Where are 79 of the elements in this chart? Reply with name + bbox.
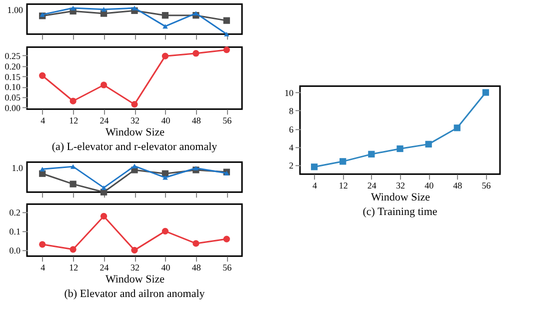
point — [132, 164, 138, 168]
y-tick-label: 0.0 — [9, 246, 21, 256]
point — [396, 145, 404, 152]
point — [131, 246, 138, 254]
y-tick-label: 0.20 — [4, 61, 21, 72]
x-axis-title: Window Size — [105, 274, 165, 286]
y-tick-label: 0.2 — [9, 207, 20, 218]
point — [162, 228, 169, 234]
point — [70, 6, 76, 10]
x-tick-label: 4 — [40, 116, 46, 126]
point — [193, 166, 199, 170]
point — [70, 98, 76, 104]
point — [132, 6, 138, 10]
point — [310, 164, 318, 170]
point — [223, 46, 230, 54]
y-tick-label: 4 — [289, 142, 294, 152]
x-tick-label: 24 — [100, 262, 110, 273]
y-tick-label: 0.25 — [4, 50, 21, 61]
y-tick-label: 0.05 — [4, 92, 21, 103]
y-tick-label: 0.1 — [9, 226, 20, 236]
x-tick-label: 32 — [130, 116, 140, 126]
x-tick-label: 24 — [367, 180, 377, 191]
point — [40, 12, 46, 17]
x-tick-label: 48 — [192, 116, 202, 126]
y-tick-label: 0.10 — [4, 82, 21, 92]
point — [39, 241, 46, 248]
point — [39, 72, 46, 79]
point — [454, 124, 460, 132]
x-tick-label: 12 — [69, 262, 78, 273]
point — [162, 52, 169, 60]
y-tick-label: 6 — [289, 124, 294, 134]
x-tick-label: 32 — [396, 180, 405, 191]
point — [425, 140, 432, 148]
x-tick-label: 4 — [40, 262, 46, 273]
point — [340, 158, 346, 165]
x-tick-label: 48 — [192, 262, 202, 273]
x-tick-label: 32 — [130, 262, 140, 273]
point — [70, 164, 76, 169]
point — [162, 12, 169, 19]
point — [101, 7, 106, 12]
x-tick-label: 40 — [161, 116, 171, 126]
point — [70, 246, 76, 253]
point — [224, 32, 230, 36]
x-tick-label: 56 — [222, 116, 232, 126]
point — [162, 175, 168, 180]
y-tick-label: 0.15 — [4, 72, 21, 82]
point — [40, 166, 46, 172]
y-tick-label: 0.00 — [4, 102, 21, 113]
x-tick-label: 12 — [338, 180, 348, 191]
point — [131, 101, 138, 108]
point — [223, 17, 230, 24]
point — [482, 89, 490, 96]
y-tick-label: 8 — [289, 106, 294, 116]
point — [101, 185, 106, 190]
text: 1.0 — [12, 163, 24, 174]
point — [192, 240, 200, 247]
point — [100, 82, 108, 88]
y-tick-label: 10 — [284, 88, 294, 98]
x-tick-label: 40 — [424, 180, 434, 191]
x-tick-label: 12 — [69, 116, 78, 126]
point — [70, 180, 76, 188]
x-tick-label: 56 — [482, 180, 492, 191]
text: 1.00 — [7, 5, 24, 16]
point — [192, 50, 200, 57]
x-axis-title: Window Size — [370, 192, 430, 204]
text: (c) Training time — [362, 206, 438, 218]
x-tick-label: 48 — [453, 180, 463, 191]
point — [100, 212, 108, 220]
x-axis-title: Window Size — [105, 126, 165, 139]
point — [368, 150, 375, 158]
text: (b) Elevator and ailron anomaly — [64, 288, 206, 300]
x-tick-label: 40 — [161, 262, 171, 273]
point — [162, 24, 168, 29]
text: (a) L-elevator and r-elevator anomaly — [52, 141, 218, 154]
x-tick-label: 4 — [312, 180, 318, 191]
point — [223, 236, 230, 242]
x-tick-label: 24 — [100, 116, 110, 126]
y-tick-label: 2 — [289, 160, 294, 171]
x-tick-label: 56 — [222, 262, 232, 273]
